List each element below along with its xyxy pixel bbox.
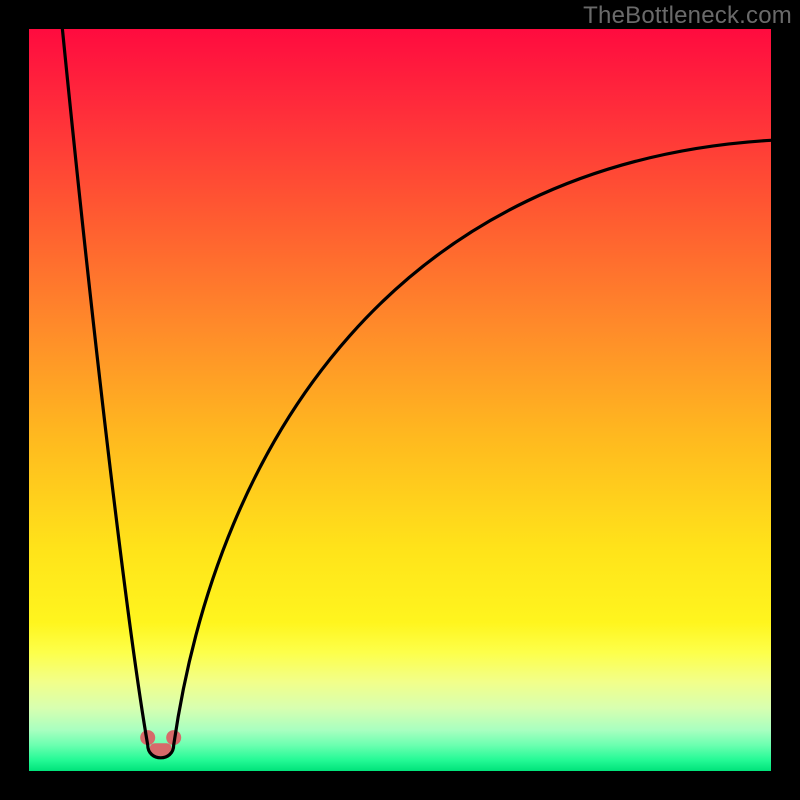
bottleneck-curve [29,29,771,771]
plot-area [29,29,771,771]
watermark-label: TheBottleneck.com [583,2,792,30]
curve-path [62,29,771,758]
